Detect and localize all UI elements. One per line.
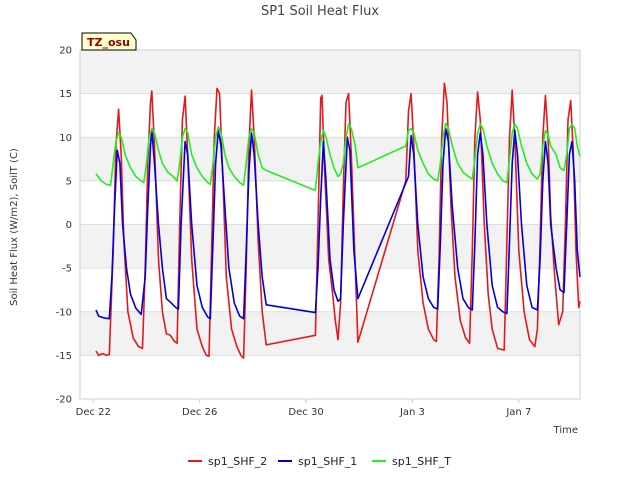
y-tick-label: -15 [56, 351, 72, 362]
site-badge-box [81, 32, 137, 51]
x-tick-label: Dec 30 [288, 407, 323, 418]
y-tick-labels: -20 -15 -10 -5 0 5 10 15 20 [56, 46, 72, 406]
x-tick-label: Jan 3 [399, 407, 425, 418]
y-tick-label: 0 [66, 220, 72, 231]
y-axis-label: Soil Heat Flux (W/m2), SoilT (C) [9, 148, 20, 306]
y-tick-label: 10 [59, 133, 72, 144]
series-layer [95, 82, 581, 359]
x-tick-label: Dec 22 [76, 407, 111, 418]
legend-label: sp1_SHF_2 [208, 455, 267, 468]
y-tick-label: -5 [62, 264, 72, 275]
x-tick-labels: Dec 22 Dec 26 Dec 30 Jan 3 Jan 7 [76, 399, 531, 418]
series-line-sp1_SHF_T [95, 122, 581, 192]
x-tick-label: Jan 7 [505, 407, 531, 418]
background-band [80, 50, 580, 94]
y-tick-label: 5 [66, 176, 72, 187]
series-line-sp1_SHF_1 [95, 127, 581, 320]
legend-label: sp1_SHF_T [392, 455, 451, 468]
series-line-sp1_SHF_2 [95, 82, 581, 359]
y-tick-label: 15 [59, 89, 72, 100]
site-badge: TZ_osu [81, 32, 137, 51]
y-tick-label: -10 [56, 307, 72, 318]
site-badge-label: TZ_osu [87, 36, 130, 49]
y-tick-label: -20 [56, 395, 72, 406]
chart-title: SP1 Soil Heat Flux [261, 4, 379, 19]
legend: sp1_SHF_2 sp1_SHF_1 sp1_SHF_T [188, 455, 451, 468]
y-tick-label: 20 [59, 46, 72, 57]
legend-label: sp1_SHF_1 [298, 455, 357, 468]
x-tick-label: Dec 26 [182, 407, 217, 418]
x-axis-label: Time [553, 425, 578, 436]
plot-area-border [79, 49, 581, 400]
